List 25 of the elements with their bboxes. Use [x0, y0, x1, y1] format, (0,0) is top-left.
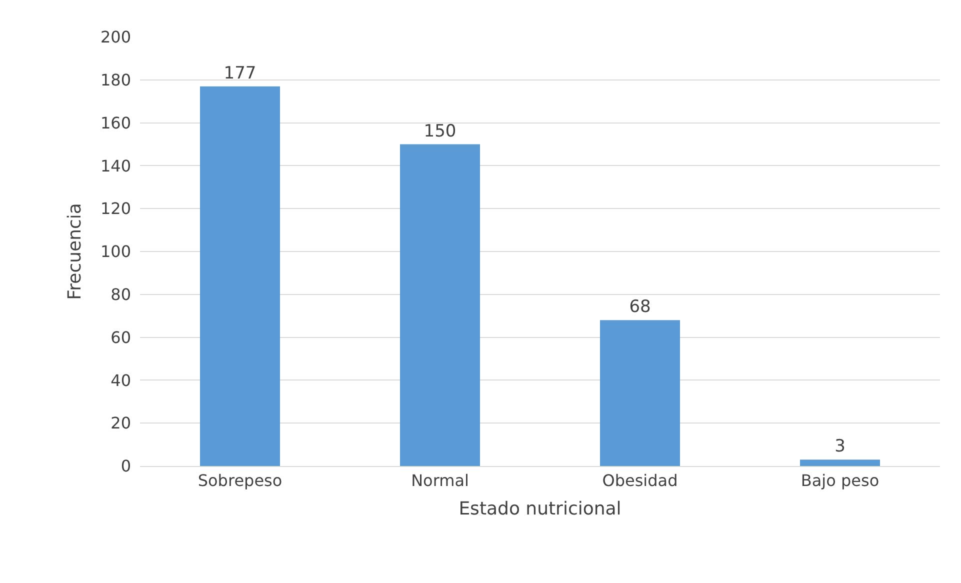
- bar: [600, 320, 680, 466]
- y-tick-label: 160: [100, 113, 131, 132]
- bar: [800, 460, 880, 466]
- bar: [400, 144, 480, 466]
- bar: [200, 86, 280, 466]
- y-tick-label: 200: [100, 28, 131, 47]
- data-label: 150: [424, 121, 456, 142]
- y-tick-label: 100: [100, 242, 131, 262]
- x-tick-label: Obesidad: [602, 471, 678, 490]
- y-tick-label: 60: [110, 328, 131, 347]
- x-axis-title: Estado nutricional: [458, 498, 622, 520]
- y-tick-label: 180: [100, 70, 131, 90]
- x-tick-label: Normal: [411, 471, 469, 490]
- x-tick-label: Sobrepeso: [198, 471, 282, 490]
- y-tick-label: 0: [120, 456, 131, 476]
- y-tick-label: 140: [100, 156, 131, 176]
- data-label: 177: [224, 63, 256, 84]
- y-tick-label: 20: [110, 414, 131, 433]
- x-tick-label: Bajo peso: [800, 471, 880, 490]
- data-label: 3: [834, 436, 846, 457]
- y-tick-label: 120: [100, 199, 131, 218]
- y-tick-label: 80: [110, 285, 131, 304]
- data-label: 68: [629, 297, 651, 318]
- y-tick-label: 40: [110, 370, 131, 390]
- y-axis-title: Frecuencia: [64, 203, 86, 300]
